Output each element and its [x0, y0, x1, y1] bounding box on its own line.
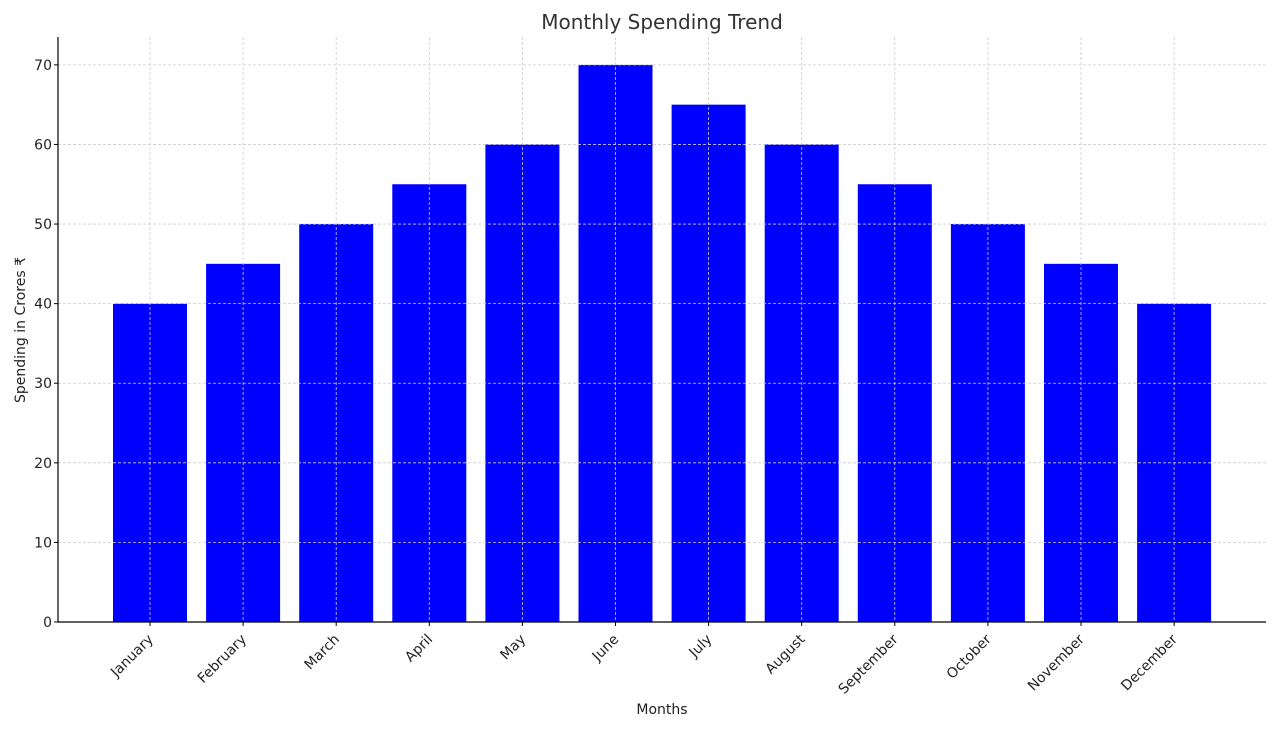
x-tick-label: January: [107, 632, 157, 682]
x-gridlines: [149, 37, 1175, 622]
x-tick-label: April: [402, 632, 436, 666]
x-axis-label: Months: [636, 702, 687, 718]
y-tick-label: 40: [34, 297, 52, 313]
y-tick-label: 10: [34, 535, 52, 551]
y-tick-label: 0: [43, 615, 52, 631]
chart-title: Monthly Spending Trend: [541, 10, 783, 34]
y-tick-label: 30: [34, 376, 52, 392]
x-tick-label: June: [589, 632, 623, 666]
x-tick-label: October: [944, 631, 995, 682]
x-tick-label: March: [302, 632, 343, 673]
x-tick-label: August: [763, 631, 809, 677]
x-tick-label: December: [1118, 631, 1181, 694]
x-tick-label: November: [1025, 631, 1088, 694]
y-axis-label: Spending in Crores ₹: [13, 257, 29, 403]
x-axis-ticks: January February March April May June July Augu…: [107, 622, 1181, 698]
y-tick-label: 70: [34, 58, 52, 74]
x-tick-label: February: [195, 632, 250, 687]
x-tick-label: May: [497, 632, 529, 664]
y-axis-ticks: 0 10 20 30 40 50 60 70: [34, 58, 58, 631]
y-tick-label: 20: [34, 456, 52, 472]
x-tick-label: September: [836, 631, 902, 697]
y-tick-label: 60: [34, 137, 52, 153]
bars: [113, 64, 1212, 623]
x-tick-label: July: [686, 632, 716, 662]
y-tick-label: 50: [34, 217, 52, 233]
